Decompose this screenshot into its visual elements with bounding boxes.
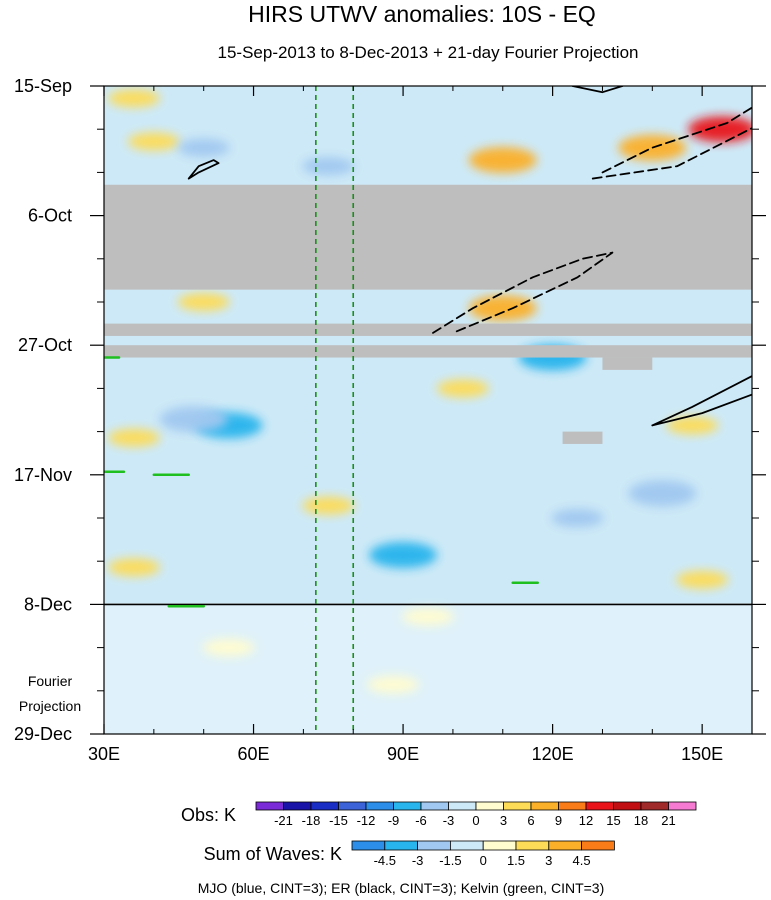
anomaly-feature-15 (628, 480, 696, 506)
obs-background (104, 86, 752, 603)
waves-colorbar-level-6: 4.5 (573, 853, 591, 868)
obs-colorbar-swatch-3 (339, 802, 367, 810)
obs-colorbar-swatch-9 (504, 802, 532, 810)
obs-colorbar-level-14: 21 (661, 813, 675, 828)
chart-title: HIRS UTWV anomalies: 10S - EQ (248, 1, 596, 27)
obs-colorbar-level-11: 12 (579, 813, 593, 828)
waves-colorbar-level-4: 1.5 (507, 853, 525, 868)
obs-colorbar: -21 -18 -15 -12 -9 -6 -3 0 3 6 9 12 15 18 21 (256, 802, 696, 828)
waves-colorbar-level-3: 0 (480, 853, 487, 868)
obs-colorbar-swatch-15 (669, 802, 697, 810)
waves-colorbar-swatch-1 (385, 841, 418, 850)
obs-colorbar-swatch-2 (311, 802, 339, 810)
anomaly-feature-22 (203, 639, 255, 657)
x-tick-label-4: 150E (681, 744, 723, 764)
obs-colorbar-swatch-1 (284, 802, 312, 810)
obs-colorbar-swatch-7 (449, 802, 477, 810)
obs-colorbar-level-4: -9 (388, 813, 400, 828)
waves-colorbar-swatch-2 (418, 841, 451, 850)
anomaly-feature-17 (302, 497, 354, 515)
obs-colorbar-swatch-14 (641, 802, 669, 810)
obs-colorbar-label: Obs: K (181, 805, 236, 825)
projection-label-line2: Projection (19, 698, 81, 714)
chart-subtitle: 15-Sep-2013 to 8-Dec-2013 + 21-day Fouri… (218, 43, 639, 62)
obs-colorbar-level-2: -15 (329, 813, 348, 828)
obs-colorbar-swatch-5 (394, 802, 422, 810)
anomaly-feature-20 (676, 571, 728, 589)
obs-colorbar-swatch-4 (366, 802, 394, 810)
anomaly-feature-6 (302, 157, 354, 175)
missing-data-band-0 (104, 185, 752, 290)
waves-colorbar-label: Sum of Waves: K (204, 844, 342, 864)
x-tick-label-0: 30E (88, 744, 120, 764)
obs-colorbar-swatch-8 (476, 802, 504, 810)
obs-colorbar-level-1: -18 (302, 813, 321, 828)
obs-colorbar-level-12: 15 (606, 813, 620, 828)
anomaly-feature-2 (469, 147, 537, 173)
anomaly-feature-5 (178, 139, 230, 157)
obs-colorbar-level-13: 18 (634, 813, 648, 828)
x-tick-label-3: 120E (532, 744, 574, 764)
obs-colorbar-level-9: 6 (527, 813, 534, 828)
figure-canvas: HIRS UTWV anomalies: 10S - EQ 15-Sep-201… (0, 0, 771, 900)
waves-colorbar-swatch-3 (450, 841, 483, 850)
anomaly-feature-18 (369, 542, 437, 568)
y-tick-label-0: 15-Sep (14, 76, 72, 96)
waves-colorbar-swatch-5 (516, 841, 549, 850)
waves-colorbar-swatch-4 (483, 841, 516, 850)
waves-colorbar-level-0: -4.5 (374, 853, 396, 868)
obs-colorbar-swatch-10 (531, 802, 559, 810)
obs-colorbar-level-10: 9 (555, 813, 562, 828)
projection-label-line1: Fourier (28, 673, 73, 689)
anomaly-feature-19 (108, 558, 160, 576)
anomaly-feature-8 (178, 293, 230, 311)
x-tick-label-2: 90E (387, 744, 419, 764)
missing-data-band-3 (602, 358, 652, 370)
y-tick-label-3: 17-Nov (14, 465, 72, 485)
y-tick-label-2: 27-Oct (18, 335, 72, 355)
waves-colorbar-swatch-7 (582, 841, 615, 850)
waves-colorbar: -4.5 -3 -1.5 0 1.5 3 4.5 (352, 841, 614, 868)
obs-colorbar-level-0: -21 (274, 813, 293, 828)
anomaly-feature-0 (688, 116, 756, 142)
anomaly-feature-16 (552, 509, 604, 527)
anomaly-feature-21 (402, 608, 454, 626)
x-tick-label-1: 60E (238, 744, 270, 764)
anomaly-feature-7 (469, 295, 537, 321)
anomaly-feature-11 (160, 406, 228, 432)
obs-colorbar-level-5: -6 (415, 813, 427, 828)
missing-data-band-2 (104, 345, 752, 357)
waves-colorbar-swatch-6 (549, 841, 582, 850)
anomaly-feature-12 (437, 379, 489, 397)
anomaly-feature-23 (367, 676, 419, 694)
waves-colorbar-level-5: 3 (545, 853, 552, 868)
y-tick-label-5: 29-Dec (14, 724, 72, 744)
plot-area (99, 86, 771, 734)
obs-colorbar-swatch-12 (586, 802, 614, 810)
wave-legend-footnote: MJO (blue, CINT=3); ER (black, CINT=3); … (198, 880, 605, 896)
y-tick-label-4: 8-Dec (24, 594, 72, 614)
obs-colorbar-swatch-0 (256, 802, 284, 810)
waves-colorbar-level-1: -3 (412, 853, 424, 868)
y-tick-label-1: 6-Oct (28, 206, 72, 226)
waves-colorbar-level-2: -1.5 (439, 853, 461, 868)
missing-data-band-1 (104, 324, 752, 336)
anomaly-feature-14 (108, 429, 160, 447)
obs-colorbar-level-6: -3 (443, 813, 455, 828)
obs-colorbar-swatch-6 (421, 802, 449, 810)
waves-colorbar-swatch-0 (352, 841, 385, 850)
obs-colorbar-swatch-11 (559, 802, 587, 810)
obs-colorbar-level-3: -12 (357, 813, 376, 828)
obs-colorbar-level-8: 3 (500, 813, 507, 828)
anomaly-feature-4 (128, 133, 180, 151)
obs-colorbar-level-7: 0 (472, 813, 479, 828)
obs-colorbar-swatch-13 (614, 802, 642, 810)
missing-data-band-4 (563, 432, 603, 444)
anomaly-feature-3 (108, 89, 160, 107)
